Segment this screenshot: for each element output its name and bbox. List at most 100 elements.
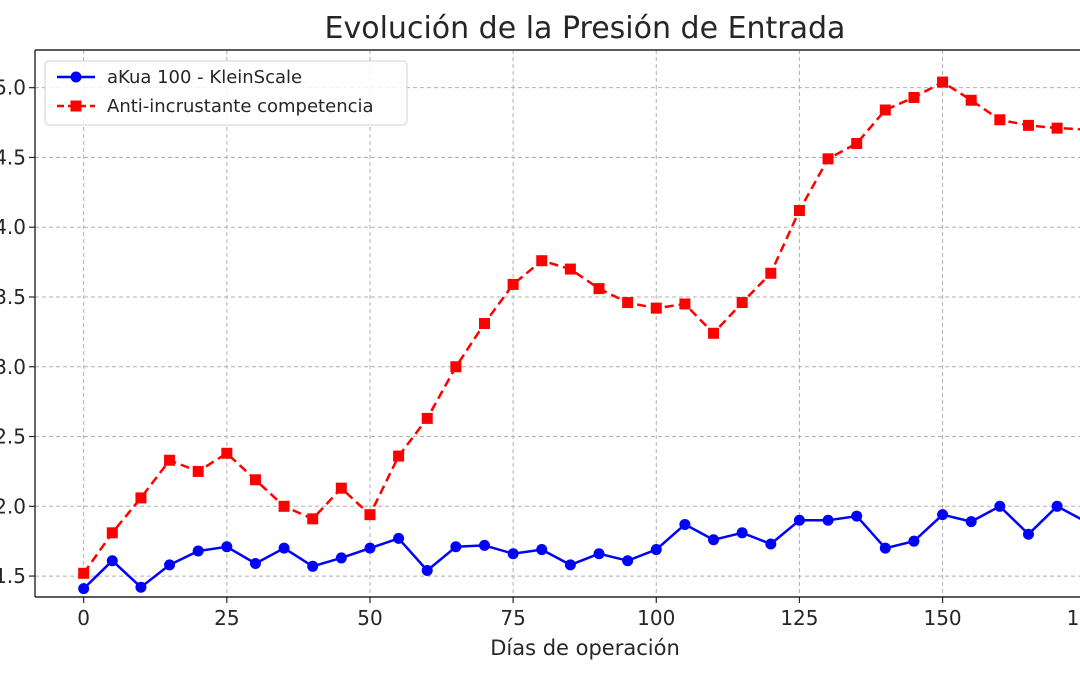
data-point — [593, 548, 605, 560]
data-point — [793, 514, 805, 526]
data-point — [364, 542, 376, 554]
y-tick-label: 4.5 — [0, 145, 26, 169]
data-point — [765, 267, 777, 279]
data-point — [1022, 528, 1034, 540]
data-point — [421, 412, 433, 424]
y-tick-label: 1.5 — [0, 564, 26, 588]
data-point — [507, 548, 519, 560]
y-axis-ticks: 1.5 2.0 2.5 3.0 3.5 4.0 4.5 5.0 — [0, 76, 35, 588]
legend-box — [44, 60, 408, 126]
y-tick-label: 5.0 — [0, 76, 26, 100]
data-point — [335, 482, 347, 494]
x-tick-label: 175 — [1067, 606, 1080, 630]
data-point — [822, 153, 834, 165]
x-tick-label: 75 — [500, 606, 525, 630]
y-tick-label: 2.5 — [0, 425, 26, 449]
data-point — [393, 532, 405, 544]
axes — [34, 49, 1080, 598]
y-tick-label: 3.0 — [0, 355, 26, 379]
data-point — [908, 535, 920, 547]
data-point — [249, 474, 261, 486]
legend-swatch-marker — [70, 71, 82, 83]
data-point — [879, 104, 891, 116]
y-tick-label: 4.0 — [0, 215, 26, 239]
data-point — [164, 454, 176, 466]
data-point — [708, 327, 720, 339]
data-point — [793, 204, 805, 216]
data-point — [78, 583, 90, 595]
series-layer — [78, 76, 1080, 595]
x-tick-label: 125 — [780, 606, 818, 630]
x-axis-ticks: 0 25 50 75 100 125 150 175 — [77, 597, 1080, 630]
data-point — [536, 255, 548, 267]
data-point — [650, 544, 662, 556]
data-point — [708, 534, 720, 546]
data-point — [994, 500, 1006, 512]
data-point — [135, 492, 147, 504]
data-point — [937, 509, 949, 521]
data-point — [307, 513, 319, 525]
data-point — [192, 465, 204, 477]
data-point — [106, 555, 118, 567]
x-axis-title: Días de operación — [490, 636, 680, 660]
data-point — [622, 297, 634, 309]
data-point — [1051, 500, 1063, 512]
data-point — [1022, 119, 1034, 131]
series-2 — [78, 76, 1080, 579]
y-tick-label: 2.0 — [0, 494, 26, 518]
data-point — [478, 539, 490, 551]
data-point — [393, 450, 405, 462]
data-point — [1051, 122, 1063, 134]
data-point — [879, 542, 891, 554]
legend-label: Anti-incrustante competencia — [107, 96, 374, 117]
legend: aKua 100 - KleinScale Anti-incrustante co… — [44, 60, 408, 126]
data-point — [851, 137, 863, 149]
y-tick-label: 3.5 — [0, 285, 26, 309]
data-point — [593, 283, 605, 295]
data-point — [278, 542, 290, 554]
x-tick-label: 100 — [637, 606, 675, 630]
data-point — [564, 559, 576, 571]
x-tick-label: 150 — [923, 606, 961, 630]
data-point — [135, 581, 147, 593]
series-1 — [78, 500, 1080, 595]
data-point — [822, 514, 834, 526]
data-point — [249, 558, 261, 570]
chart-title: Evolución de la Presión de Entrada — [325, 11, 846, 46]
data-point — [622, 555, 634, 567]
data-point — [450, 361, 462, 373]
grid-lines — [35, 50, 1080, 597]
x-tick-label: 25 — [214, 606, 239, 630]
data-point — [278, 500, 290, 512]
data-point — [478, 318, 490, 329]
data-point — [994, 114, 1006, 126]
legend-swatch-marker — [70, 100, 82, 112]
series-line — [82, 80, 1080, 575]
data-point — [965, 516, 977, 528]
data-point — [164, 559, 176, 571]
data-point — [736, 527, 748, 539]
data-point — [937, 76, 949, 88]
data-point — [536, 544, 548, 556]
data-point — [450, 541, 462, 553]
x-tick-label: 0 — [77, 606, 90, 630]
data-point — [736, 297, 748, 309]
data-point — [106, 527, 118, 539]
data-point — [421, 564, 433, 576]
legend-label: aKua 100 - KleinScale — [107, 67, 302, 88]
data-point — [679, 298, 691, 310]
x-tick-label: 50 — [357, 606, 382, 630]
data-point — [221, 447, 233, 459]
data-point — [364, 509, 376, 521]
data-point — [507, 278, 519, 290]
data-point — [765, 538, 777, 550]
data-point — [650, 302, 662, 314]
data-point — [78, 567, 90, 579]
data-point — [192, 545, 204, 557]
data-point — [221, 541, 233, 553]
data-point — [307, 560, 319, 572]
data-point — [335, 552, 347, 564]
data-point — [564, 263, 576, 275]
data-point — [851, 510, 863, 522]
